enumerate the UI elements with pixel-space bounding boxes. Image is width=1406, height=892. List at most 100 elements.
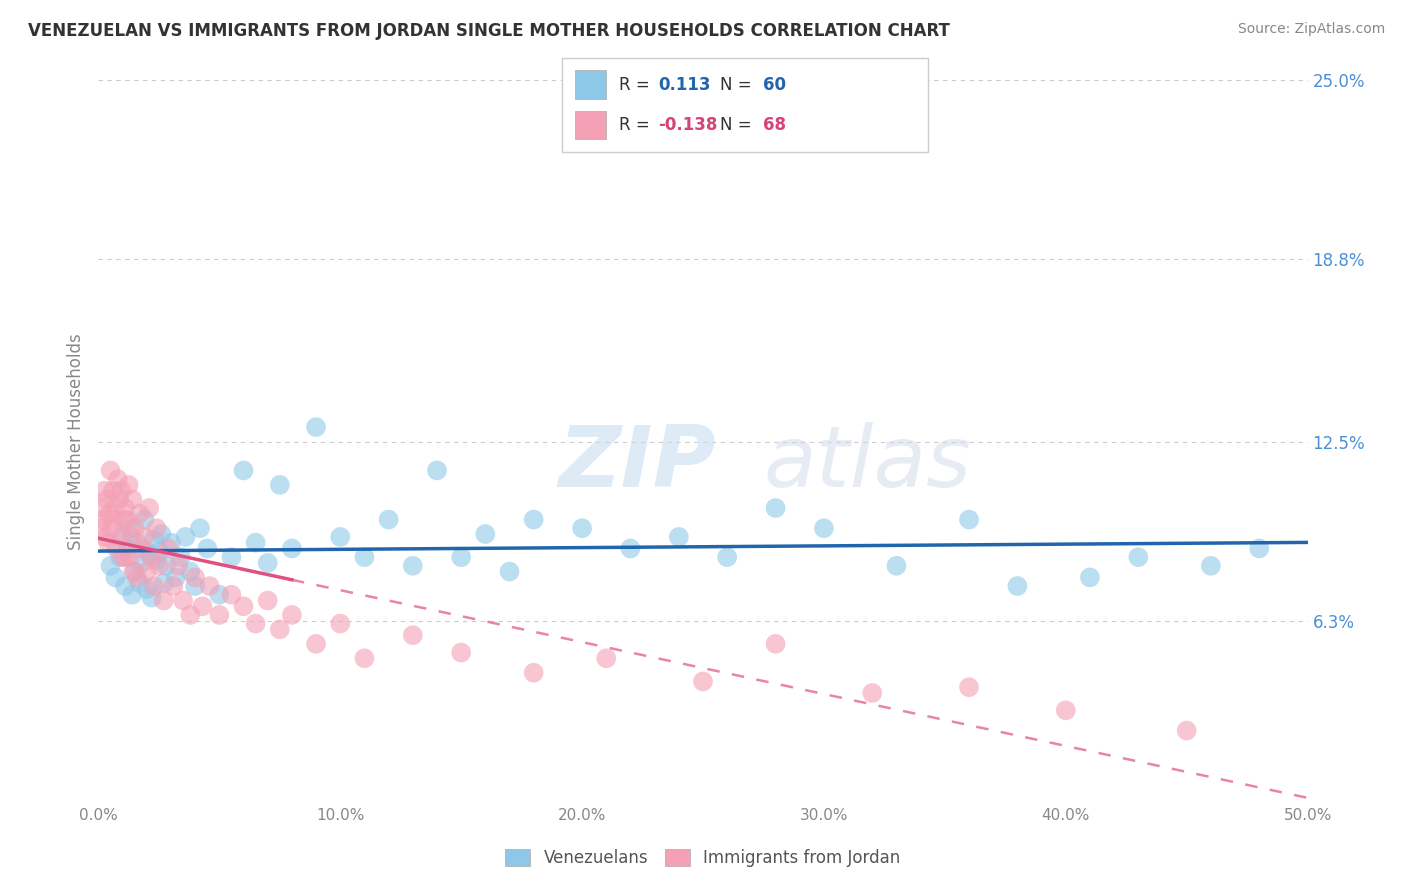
- Point: [108, 550, 131, 565]
- Point: [107, 472, 129, 486]
- Point: [100, 463, 122, 477]
- Point: [305, 420, 328, 434]
- Point: [329, 616, 352, 631]
- Point: [141, 550, 163, 565]
- Text: R =: R =: [619, 76, 655, 94]
- Point: [114, 579, 136, 593]
- Point: [716, 550, 738, 565]
- Point: [668, 530, 690, 544]
- Point: [141, 591, 163, 605]
- Point: [131, 541, 153, 556]
- Point: [117, 512, 139, 526]
- Point: [115, 550, 138, 565]
- Point: [157, 541, 180, 556]
- Point: [152, 576, 174, 591]
- Text: atlas: atlas: [763, 422, 972, 505]
- Point: [450, 550, 472, 565]
- Point: [100, 558, 122, 573]
- Point: [103, 512, 125, 526]
- Point: [281, 541, 304, 556]
- Point: [155, 558, 177, 573]
- Point: [353, 550, 375, 565]
- Point: [245, 616, 267, 631]
- Point: [188, 521, 211, 535]
- Point: [143, 579, 166, 593]
- Point: [174, 530, 197, 544]
- Point: [886, 558, 908, 573]
- Point: [198, 579, 221, 593]
- Point: [152, 593, 174, 607]
- Point: [179, 565, 201, 579]
- Point: [402, 558, 425, 573]
- Point: [692, 674, 714, 689]
- Point: [1249, 541, 1271, 556]
- Text: Source: ZipAtlas.com: Source: ZipAtlas.com: [1237, 22, 1385, 37]
- Point: [353, 651, 375, 665]
- Point: [91, 501, 114, 516]
- Point: [221, 588, 243, 602]
- Text: N =: N =: [720, 76, 756, 94]
- Point: [90, 521, 112, 535]
- Point: [377, 512, 399, 526]
- Point: [148, 558, 170, 573]
- Point: [111, 550, 134, 565]
- Text: 0.113: 0.113: [658, 76, 710, 94]
- Point: [221, 550, 243, 565]
- Point: [98, 507, 121, 521]
- Point: [232, 599, 254, 614]
- Point: [121, 492, 143, 507]
- Point: [208, 607, 231, 622]
- Point: [135, 582, 157, 596]
- Point: [127, 535, 149, 549]
- Point: [523, 665, 546, 680]
- Text: 60: 60: [763, 76, 786, 94]
- Point: [245, 535, 267, 549]
- Point: [96, 492, 118, 507]
- Text: R =: R =: [619, 116, 655, 134]
- Text: 68: 68: [763, 116, 786, 134]
- Point: [138, 547, 160, 561]
- Point: [329, 530, 352, 544]
- Point: [256, 593, 278, 607]
- Point: [134, 512, 156, 526]
- Point: [281, 607, 304, 622]
- Point: [111, 530, 134, 544]
- Point: [120, 530, 142, 544]
- Point: [195, 541, 218, 556]
- Point: [957, 512, 980, 526]
- Y-axis label: Single Mother Households: Single Mother Households: [66, 334, 84, 549]
- Point: [957, 680, 980, 694]
- Point: [523, 512, 546, 526]
- Point: [94, 530, 117, 544]
- Point: [860, 686, 883, 700]
- Point: [124, 565, 146, 579]
- Point: [1199, 558, 1222, 573]
- Point: [124, 521, 146, 535]
- Point: [162, 579, 184, 593]
- Point: [208, 588, 231, 602]
- Point: [131, 556, 153, 570]
- Text: ZIP: ZIP: [558, 422, 716, 505]
- Point: [305, 637, 328, 651]
- Point: [117, 541, 139, 556]
- Point: [121, 588, 143, 602]
- Text: VENEZUELAN VS IMMIGRANTS FROM JORDAN SINGLE MOTHER HOUSEHOLDS CORRELATION CHART: VENEZUELAN VS IMMIGRANTS FROM JORDAN SIN…: [28, 22, 950, 40]
- Point: [595, 651, 617, 665]
- Point: [118, 478, 141, 492]
- Point: [105, 541, 128, 556]
- Point: [765, 501, 787, 516]
- Point: [256, 556, 278, 570]
- Point: [110, 483, 132, 498]
- Point: [97, 535, 120, 549]
- Point: [135, 565, 157, 579]
- Point: [191, 599, 214, 614]
- Point: [104, 501, 127, 516]
- Text: -0.138: -0.138: [658, 116, 717, 134]
- Point: [179, 607, 201, 622]
- Point: [108, 492, 131, 507]
- Point: [498, 565, 520, 579]
- Point: [122, 565, 145, 579]
- Point: [619, 541, 641, 556]
- Point: [148, 544, 170, 558]
- Point: [167, 558, 190, 573]
